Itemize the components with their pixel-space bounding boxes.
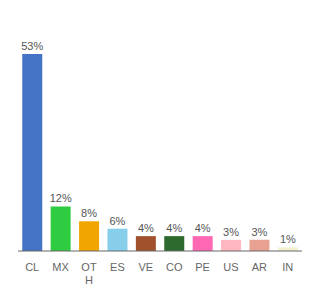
svg-text:VE: VE bbox=[138, 261, 153, 273]
svg-text:MX: MX bbox=[52, 261, 69, 273]
svg-text:4%: 4% bbox=[138, 222, 154, 234]
svg-text:6%: 6% bbox=[110, 215, 126, 227]
svg-text:ES: ES bbox=[110, 261, 125, 273]
svg-text:PE: PE bbox=[195, 261, 210, 273]
svg-text:3%: 3% bbox=[252, 226, 268, 238]
svg-text:53%: 53% bbox=[21, 40, 43, 52]
svg-text:8%: 8% bbox=[81, 207, 97, 219]
svg-text:CL: CL bbox=[25, 261, 39, 273]
svg-text:1%: 1% bbox=[280, 233, 296, 245]
svg-text:12%: 12% bbox=[50, 192, 72, 204]
svg-text:IN: IN bbox=[282, 261, 293, 273]
svg-text:CO: CO bbox=[166, 261, 183, 273]
svg-text:3%: 3% bbox=[223, 226, 239, 238]
svg-text:OTH: OTH bbox=[81, 261, 97, 286]
svg-text:US: US bbox=[223, 261, 238, 273]
svg-text:4%: 4% bbox=[195, 222, 211, 234]
svg-text:AR: AR bbox=[252, 261, 267, 273]
svg-text:4%: 4% bbox=[166, 222, 182, 234]
